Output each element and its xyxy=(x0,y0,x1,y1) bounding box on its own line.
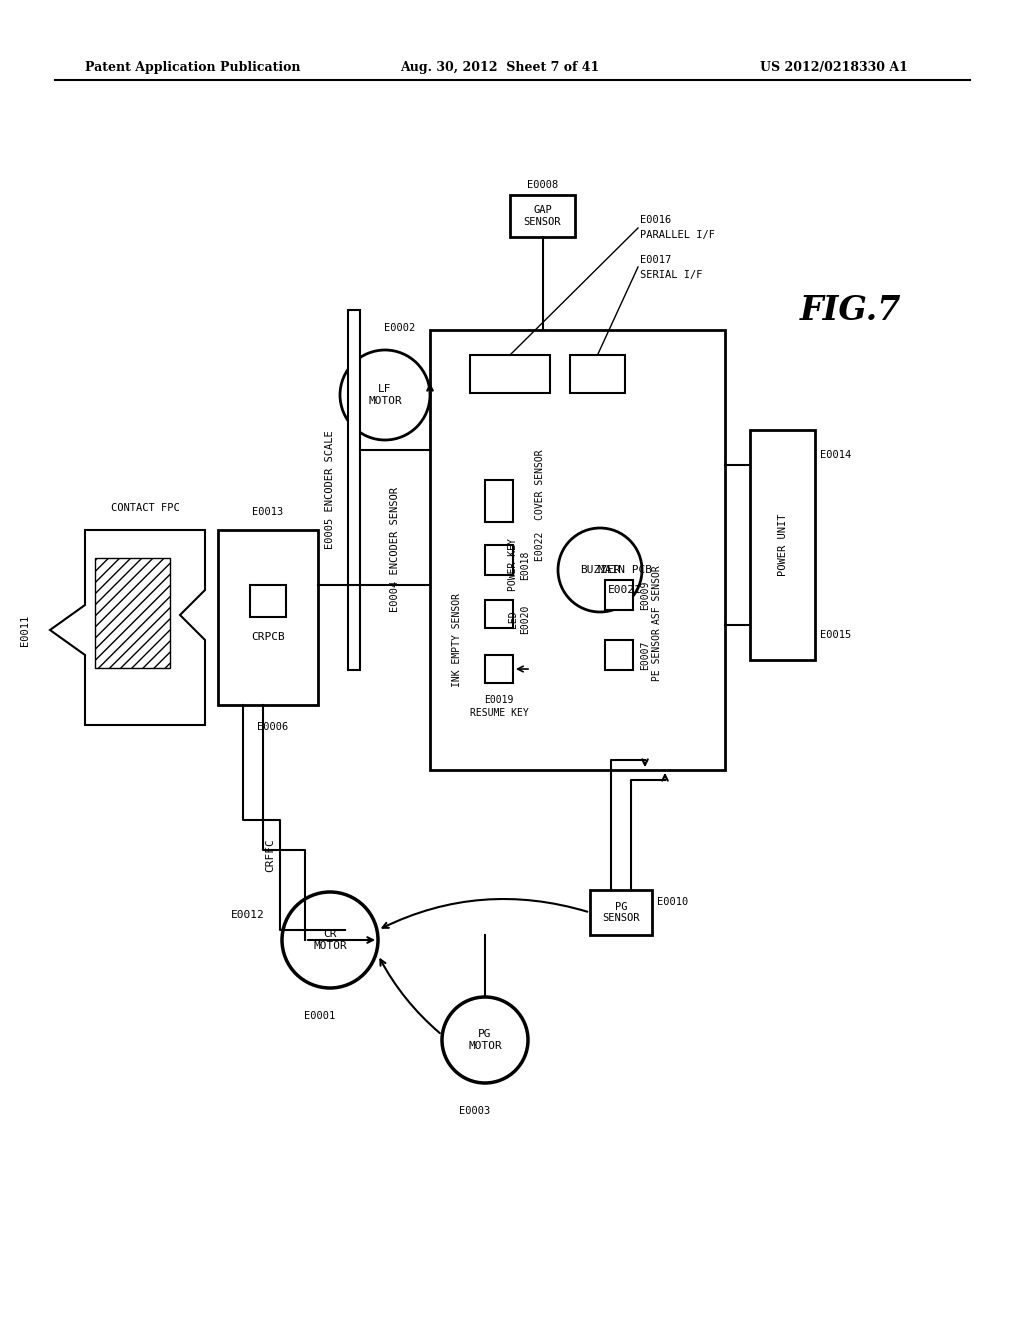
Text: GAP
SENSOR: GAP SENSOR xyxy=(523,205,561,227)
Text: PG
SENSOR: PG SENSOR xyxy=(602,902,640,923)
Text: FIG.7: FIG.7 xyxy=(800,293,901,326)
Text: LED: LED xyxy=(508,610,518,628)
Text: E0006: E0006 xyxy=(257,722,289,733)
Text: MAIN PCB: MAIN PCB xyxy=(598,565,652,576)
Bar xyxy=(750,430,815,660)
Bar xyxy=(485,655,513,682)
Text: E0009: E0009 xyxy=(640,581,650,610)
Bar xyxy=(590,890,652,935)
Bar xyxy=(485,601,513,628)
Text: E0020: E0020 xyxy=(520,605,530,634)
Bar xyxy=(485,545,513,576)
Text: CRFFC: CRFFC xyxy=(265,838,275,873)
Bar xyxy=(218,531,318,705)
Text: PE SENSOR: PE SENSOR xyxy=(652,628,662,681)
Bar xyxy=(570,355,625,393)
Text: E0017: E0017 xyxy=(640,255,672,265)
Text: POWER UNIT: POWER UNIT xyxy=(777,513,787,577)
Text: RESUME KEY: RESUME KEY xyxy=(470,708,528,718)
Text: E0010: E0010 xyxy=(657,898,688,907)
Text: Aug. 30, 2012  Sheet 7 of 41: Aug. 30, 2012 Sheet 7 of 41 xyxy=(400,62,599,74)
Text: E0004 ENCODER SENSOR: E0004 ENCODER SENSOR xyxy=(390,487,400,612)
Text: LF
MOTOR: LF MOTOR xyxy=(368,384,401,405)
Text: PARALLEL I/F: PARALLEL I/F xyxy=(640,230,715,240)
Text: E0018: E0018 xyxy=(520,550,530,579)
Bar xyxy=(485,480,513,521)
Text: E0001: E0001 xyxy=(304,1011,336,1020)
Bar xyxy=(250,585,286,616)
Text: E0021: E0021 xyxy=(608,585,642,595)
Bar xyxy=(605,579,633,610)
Text: E0007: E0007 xyxy=(640,640,650,669)
Bar xyxy=(510,195,575,238)
Text: CR
MOTOR: CR MOTOR xyxy=(313,929,347,950)
Text: PG
MOTOR: PG MOTOR xyxy=(468,1030,502,1051)
Text: CONTACT FPC: CONTACT FPC xyxy=(111,503,179,513)
Text: Patent Application Publication: Patent Application Publication xyxy=(85,62,300,74)
Text: E0003: E0003 xyxy=(460,1106,490,1115)
Bar xyxy=(95,558,170,668)
Text: E0008: E0008 xyxy=(527,180,558,190)
Text: ASF SENSOR: ASF SENSOR xyxy=(652,566,662,624)
Text: POWER KEY: POWER KEY xyxy=(508,539,518,591)
Text: E0016: E0016 xyxy=(640,215,672,224)
Text: E0012: E0012 xyxy=(231,909,265,920)
Text: SERIAL I/F: SERIAL I/F xyxy=(640,271,702,280)
Text: E0014: E0014 xyxy=(820,450,851,459)
Text: E0011: E0011 xyxy=(20,614,30,645)
Text: E0019: E0019 xyxy=(484,696,514,705)
Text: E0015: E0015 xyxy=(820,630,851,640)
Bar xyxy=(605,640,633,671)
Text: US 2012/0218330 A1: US 2012/0218330 A1 xyxy=(760,62,908,74)
Bar xyxy=(430,330,725,770)
Bar xyxy=(470,355,550,393)
Text: E0022  COVER SENSOR: E0022 COVER SENSOR xyxy=(535,449,545,561)
Text: E0002: E0002 xyxy=(384,323,416,333)
Bar xyxy=(348,310,360,671)
Text: INK EMPTY SENSOR: INK EMPTY SENSOR xyxy=(452,593,462,686)
Text: E0013: E0013 xyxy=(252,507,284,517)
Text: E0005 ENCODER SCALE: E0005 ENCODER SCALE xyxy=(325,430,335,549)
Text: CRPCB: CRPCB xyxy=(251,632,285,643)
Text: BUZZER: BUZZER xyxy=(580,565,621,576)
